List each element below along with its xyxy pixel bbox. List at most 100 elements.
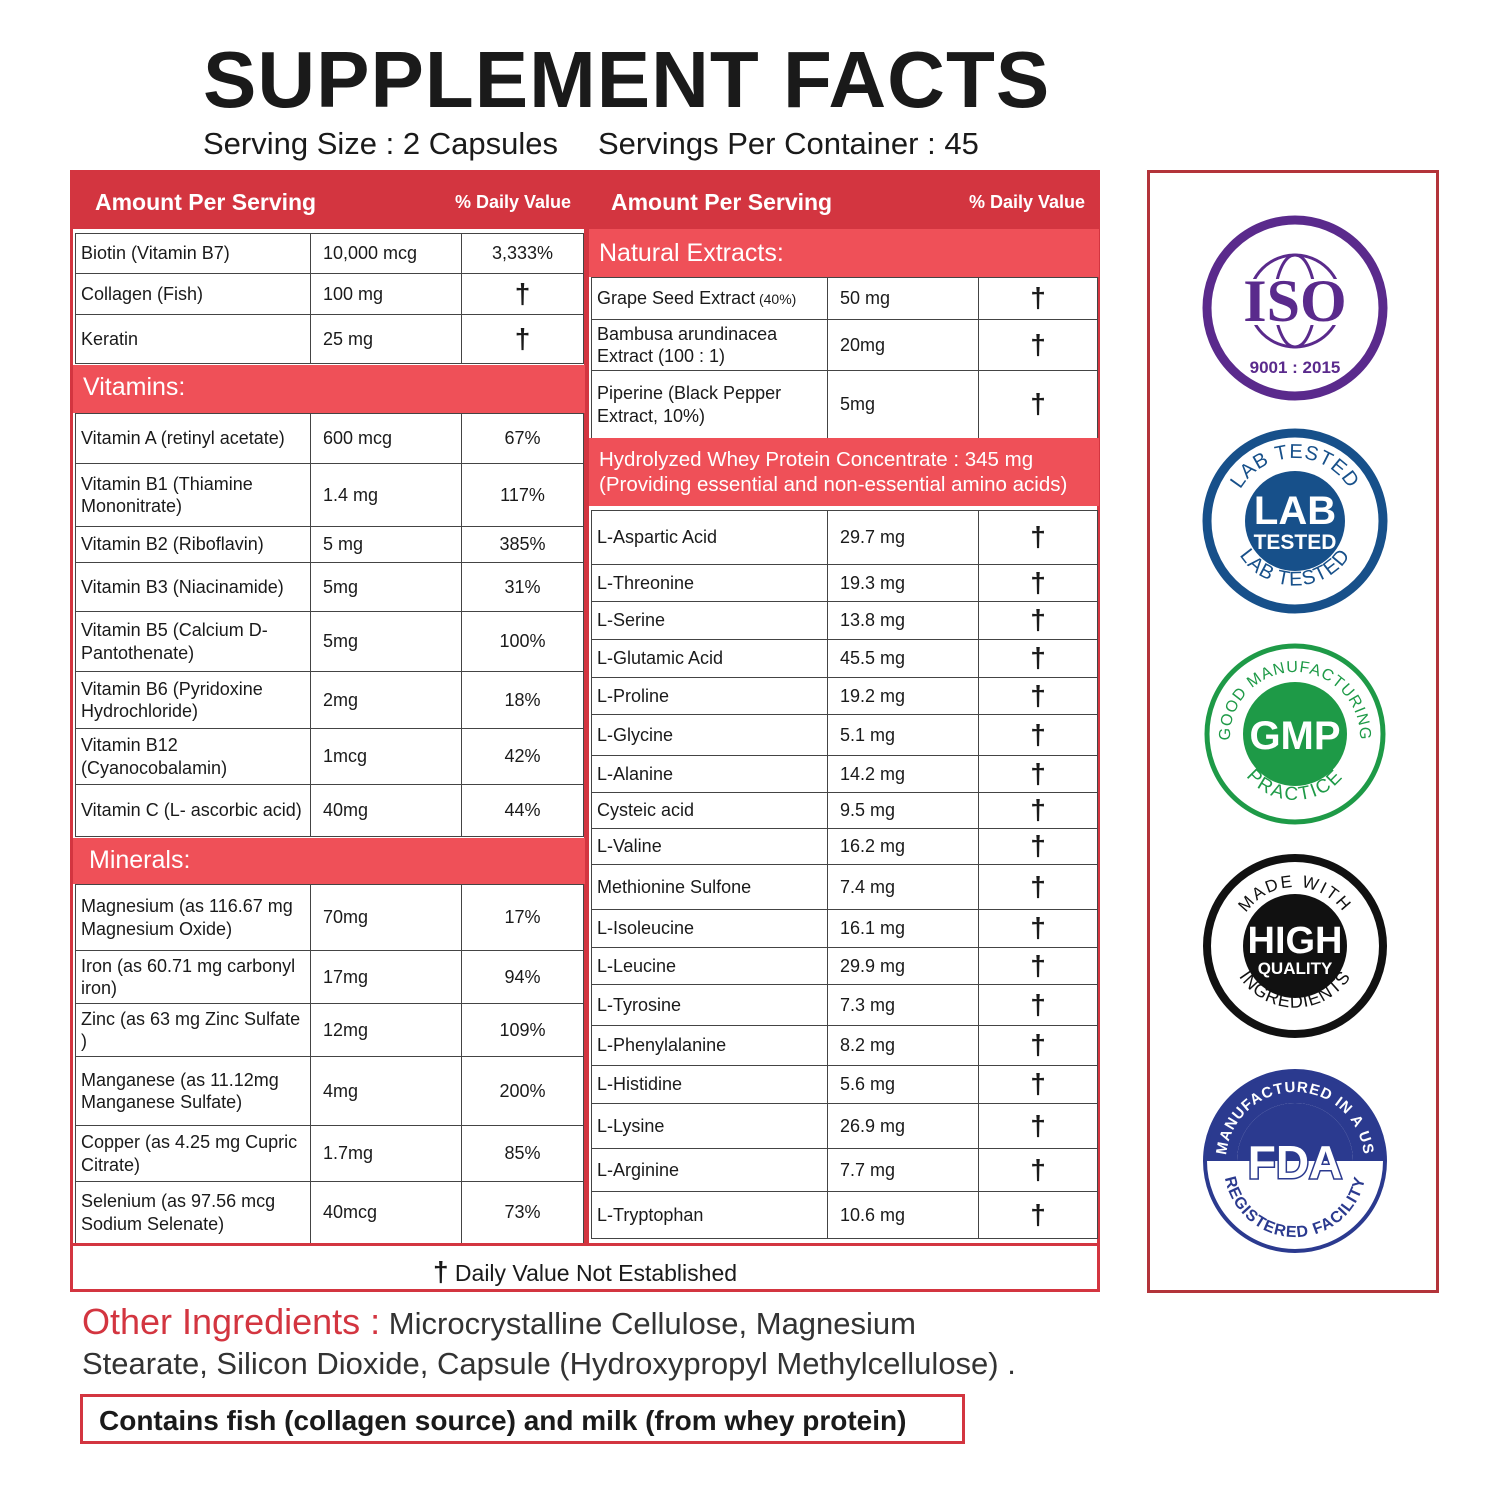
nutrient-name: Zinc (as 63 mg Zinc Sulfate ) bbox=[75, 1003, 311, 1057]
nutrient-name: Vitamin B12 (Cyanocobalamin) bbox=[75, 728, 311, 785]
nutrient-amount: 26.9 mg bbox=[827, 1103, 979, 1149]
dagger-symbol: † bbox=[1030, 949, 1046, 981]
lab-tested-badge: LAB TESTED LAB TESTED LAB TESTED bbox=[1202, 428, 1388, 614]
allergen-statement: Contains fish (collagen source) and milk… bbox=[80, 1394, 965, 1444]
table-row: Manganese (as 11.12mg Manganese Sulfate)… bbox=[75, 1056, 584, 1126]
daily-value: 385% bbox=[461, 526, 584, 563]
nutrient-amount: 13.8 mg bbox=[827, 601, 979, 640]
table-row: Iron (as 60.71 mg carbonyl iron) 17mg 94% bbox=[75, 950, 584, 1004]
table-row: Cysteic acid 9.5 mg † bbox=[591, 792, 1098, 829]
nutrient-name: Vitamin B5 (Calcium D-Pantothenate) bbox=[75, 611, 311, 672]
lab-main-text: LAB bbox=[1254, 489, 1336, 533]
minerals-section-title: Minerals: bbox=[73, 838, 585, 884]
table-row: Magnesium (as 116.67 mg Magnesium Oxide)… bbox=[75, 884, 584, 951]
whey-protein-line2: (Providing essential and non-essential a… bbox=[599, 472, 1068, 496]
nutrient-amount: 40mcg bbox=[310, 1181, 462, 1244]
fda-main-text: FDA bbox=[1248, 1136, 1343, 1188]
nutrient-amount: 10,000 mcg bbox=[310, 233, 462, 274]
daily-value: 44% bbox=[461, 784, 584, 837]
daily-value: 73% bbox=[461, 1181, 584, 1244]
nutrient-name: Magnesium (as 116.67 mg Magnesium Oxide) bbox=[75, 884, 311, 951]
nutrient-name: Vitamin B6 (Pyridoxine Hydrochloride) bbox=[75, 671, 311, 729]
dagger-symbol: † bbox=[1030, 388, 1046, 420]
dagger-symbol: † bbox=[514, 322, 531, 354]
dagger-symbol: † bbox=[1030, 757, 1046, 789]
table-row: Methionine Sulfone 7.4 mg † bbox=[591, 864, 1098, 910]
dagger-symbol: † bbox=[1030, 1198, 1046, 1230]
daily-value: † bbox=[978, 677, 1098, 715]
certification-badges-panel: ISO 9001 : 2015 LAB TESTED LAB TESTED LA… bbox=[1147, 170, 1439, 1293]
table-row: L-Leucine 29.9 mg † bbox=[591, 947, 1098, 985]
fda-badge: MANUFACTURED IN A US REGISTERED FACILITY… bbox=[1203, 1069, 1387, 1253]
nutrient-amount: 5mg bbox=[827, 370, 979, 439]
table-row: Biotin (Vitamin B7) 10,000 mcg 3,333% bbox=[75, 233, 584, 274]
table-row: Selenium (as 97.56 mcg Sodium Selenate) 4… bbox=[75, 1181, 584, 1244]
supplement-facts-panel: Amount Per Serving % Daily Value Biotin … bbox=[70, 170, 1100, 1292]
dagger-symbol: † bbox=[1030, 830, 1046, 862]
table-row: Vitamin B6 (Pyridoxine Hydrochloride) 2mg… bbox=[75, 671, 584, 729]
dagger-symbol: † bbox=[1030, 604, 1046, 636]
nutrient-name: Biotin (Vitamin B7) bbox=[75, 233, 311, 274]
nutrient-amount: 5mg bbox=[310, 611, 462, 672]
nutrient-amount: 5mg bbox=[310, 562, 462, 612]
table-row: L-Lysine 26.9 mg † bbox=[591, 1103, 1098, 1149]
daily-value: 94% bbox=[461, 950, 584, 1004]
nutrient-name: L-Arginine bbox=[591, 1148, 828, 1192]
top-nutrients-table: Biotin (Vitamin B7) 10,000 mcg 3,333% Colla… bbox=[75, 233, 584, 364]
daily-value: 109% bbox=[461, 1003, 584, 1057]
nutrient-amount: 12mg bbox=[310, 1003, 462, 1057]
servings-per-container: Servings Per Container : 45 bbox=[598, 126, 979, 161]
dagger-symbol: † bbox=[1030, 912, 1046, 944]
nutrient-amount: 7.7 mg bbox=[827, 1148, 979, 1192]
table-row: Vitamin C (L- ascorbic acid) 40mg 44% bbox=[75, 784, 584, 837]
daily-value: † bbox=[461, 273, 584, 315]
nutrient-name: Keratin bbox=[75, 314, 311, 364]
iso-badge: ISO 9001 : 2015 bbox=[1202, 215, 1388, 401]
table-row: L-Isoleucine 16.1 mg † bbox=[591, 909, 1098, 948]
nutrient-name: L-Lysine bbox=[591, 1103, 828, 1149]
nutrient-amount: 16.1 mg bbox=[827, 909, 979, 948]
table-row: Grape Seed Extract (40%) 50 mg † bbox=[591, 277, 1098, 320]
daily-value: 67% bbox=[461, 413, 584, 464]
table-row: L-Aspartic Acid 29.7 mg † bbox=[591, 510, 1098, 565]
nutrient-amount: 1.7mg bbox=[310, 1125, 462, 1182]
vitamins-table: Vitamin A (retinyl acetate) 600 mcg 67% Vit… bbox=[75, 413, 584, 837]
dagger-symbol: † bbox=[1030, 679, 1046, 711]
daily-value: † bbox=[978, 755, 1098, 793]
nutrient-amount: 10.6 mg bbox=[827, 1191, 979, 1239]
amino-acids-table: L-Aspartic Acid 29.7 mg † L-Threonine 19.3 m… bbox=[591, 510, 1098, 1239]
nutrient-amount: 1mcg bbox=[310, 728, 462, 785]
daily-value: † bbox=[978, 1025, 1098, 1066]
dagger-symbol: † bbox=[1030, 718, 1046, 750]
nutrient-name: L-Serine bbox=[591, 601, 828, 640]
table-row: Keratin 25 mg † bbox=[75, 314, 584, 364]
table-row: Zinc (as 63 mg Zinc Sulfate ) 12mg 109% bbox=[75, 1003, 584, 1057]
daily-value: † bbox=[978, 639, 1098, 678]
table-row: L-Tryptophan 10.6 mg † bbox=[591, 1191, 1098, 1239]
daily-value: 17% bbox=[461, 884, 584, 951]
dagger-symbol: † bbox=[1030, 566, 1046, 598]
nutrient-name: L-Isoleucine bbox=[591, 909, 828, 948]
lab-sub-text: TESTED bbox=[1254, 531, 1337, 554]
nutrient-name: Piperine (Black Pepper Extract, 10%) bbox=[591, 370, 828, 439]
nutrient-amount: 40mg bbox=[310, 784, 462, 837]
daily-value-label: % Daily Value bbox=[454, 192, 571, 212]
other-ingredients-text: Microcrystalline Cellulose, Magnesium St… bbox=[82, 1306, 1016, 1381]
nutrient-amount: 1.4 mg bbox=[310, 463, 462, 527]
table-row: L-Proline 19.2 mg † bbox=[591, 677, 1098, 715]
nutrient-amount: 4mg bbox=[310, 1056, 462, 1126]
dagger-symbol: † bbox=[1030, 642, 1046, 674]
nutrient-name: Selenium (as 97.56 mcg Sodium Selenate) bbox=[75, 1181, 311, 1244]
daily-value: † bbox=[978, 277, 1098, 320]
table-row: L-Phenylalanine 8.2 mg † bbox=[591, 1025, 1098, 1066]
dagger-symbol: † bbox=[514, 277, 531, 309]
footnote-text: Daily Value Not Established bbox=[454, 1260, 738, 1286]
table-row: Bambusa arundinacea Extract (100 : 1) 20m… bbox=[591, 319, 1098, 371]
nutrient-name: Cysteic acid bbox=[591, 792, 828, 829]
natural-extracts-section-title: Natural Extracts: bbox=[589, 229, 1099, 277]
amount-per-serving-label: Amount Per Serving bbox=[95, 189, 317, 215]
dagger-symbol: † bbox=[1030, 988, 1046, 1020]
nutrient-amount: 29.9 mg bbox=[827, 947, 979, 985]
daily-value: † bbox=[978, 864, 1098, 910]
dagger-symbol: † bbox=[1030, 1153, 1046, 1185]
